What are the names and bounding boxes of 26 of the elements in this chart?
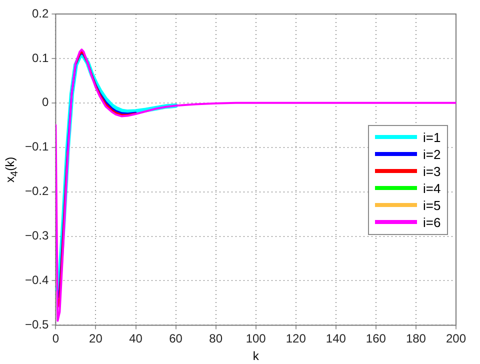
x-tick-label: 40 — [129, 332, 143, 346]
legend-label: i=2 — [423, 146, 441, 162]
y-tick-label: −0.3 — [24, 228, 49, 243]
y-tick-label: −0.2 — [24, 184, 49, 198]
x-tick-label: 20 — [89, 332, 103, 346]
legend-label: i=1 — [423, 130, 441, 145]
x-tick-label: 80 — [209, 332, 223, 346]
x-tick-label: 100 — [246, 332, 266, 346]
x-tick-label: 60 — [169, 332, 183, 346]
x-tick-label: 160 — [366, 332, 386, 346]
x-tick-label: 180 — [406, 332, 426, 346]
legend-label: i=4 — [423, 180, 441, 196]
x-tick-label: 120 — [286, 332, 306, 346]
x-tick-label: 140 — [326, 332, 346, 346]
x-tick-label: 200 — [446, 332, 466, 346]
legend-label: i=3 — [423, 164, 441, 179]
y-tick-label: −0.4 — [24, 273, 49, 288]
y-tick-label: −0.1 — [24, 140, 49, 154]
y-tick-label: 0.2 — [32, 6, 50, 20]
legend-label: i=5 — [423, 198, 441, 213]
y-tick-label: 0 — [42, 95, 49, 110]
y-tick-label: 0.1 — [32, 50, 50, 65]
x-tick-label: 0 — [52, 332, 60, 346]
legend-label: i=6 — [423, 214, 441, 230]
x-axis-title: k — [252, 349, 260, 364]
y-tick-label: −0.5 — [24, 318, 49, 332]
